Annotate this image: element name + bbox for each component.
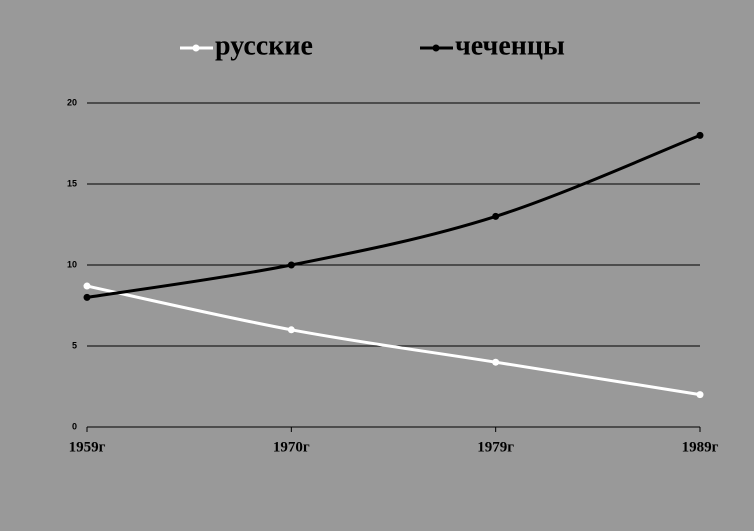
legend-marker — [192, 44, 200, 52]
x-tick-label: 1970г — [273, 439, 310, 455]
point — [696, 391, 704, 399]
y-tick-label: 10 — [67, 259, 77, 269]
legend-marker — [432, 44, 440, 52]
y-tick-label: 0 — [72, 421, 77, 431]
point — [287, 326, 295, 334]
x-tick-label: 1959г — [69, 439, 106, 455]
point — [492, 358, 500, 366]
y-tick-label: 20 — [67, 97, 77, 107]
y-tick-label: 15 — [67, 178, 77, 188]
y-tick-label: 5 — [72, 340, 77, 350]
point — [492, 212, 500, 220]
x-tick-label: 1979г — [477, 439, 514, 455]
point — [287, 261, 295, 269]
point — [696, 131, 704, 139]
legend-label: русские — [215, 30, 313, 61]
point — [83, 293, 91, 301]
series-line — [86, 284, 701, 397]
series-line — [86, 134, 701, 299]
x-tick-label: 1989г — [682, 439, 719, 455]
point — [83, 282, 91, 290]
legend-label: чеченцы — [455, 30, 565, 61]
